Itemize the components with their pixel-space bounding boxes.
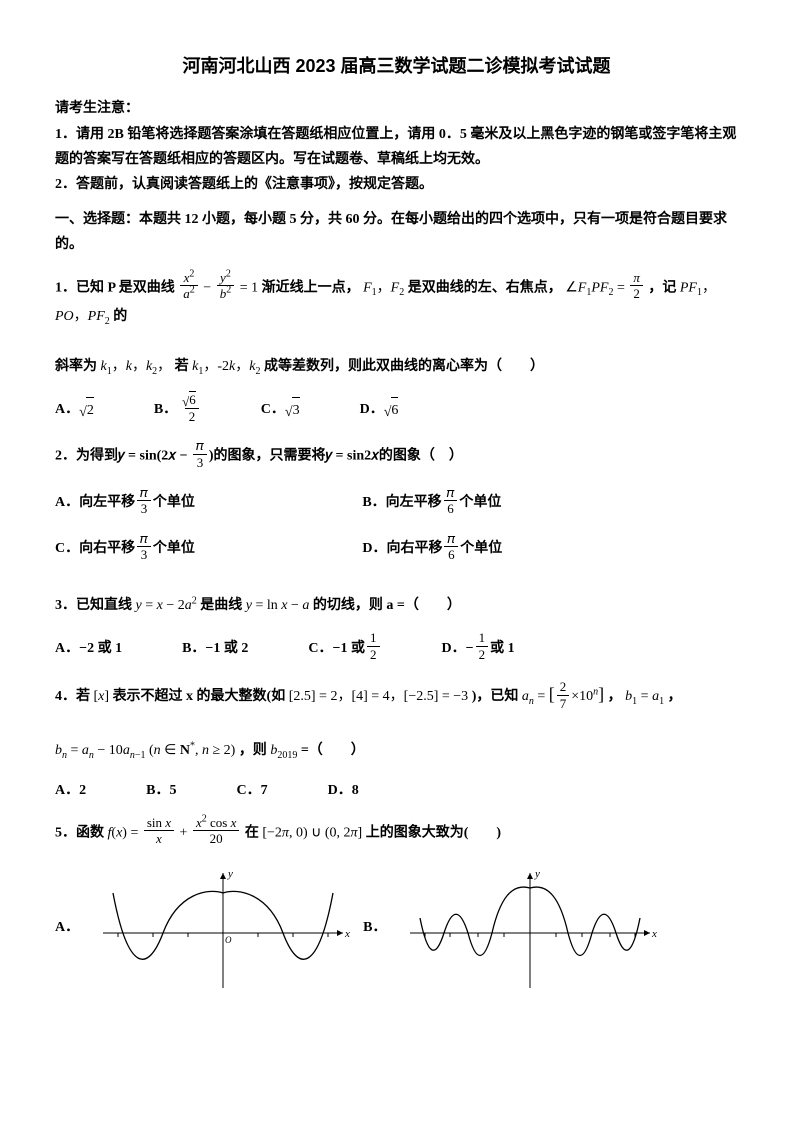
q2-text-a: 2．为得到𝑦 = sin(2𝑥 −	[55, 449, 191, 464]
q5-pre: 5．函数	[55, 825, 104, 840]
q1-angle-frac: π2	[630, 270, 643, 302]
q1-mid-d: 的	[113, 309, 127, 324]
q3-option-b: B．−1 或 2	[182, 632, 248, 664]
q5-option-b-label: B．	[363, 915, 386, 940]
q1-mid-a: 渐近线上一点，	[262, 280, 360, 295]
q4-option-b: B．5	[146, 778, 176, 803]
q1-hyperbola-frac2: y2b2	[217, 270, 235, 302]
q1-options: A．2 B． 62 C．3 D．6	[55, 393, 738, 426]
q3-options: A．−2 或 1 B．−1 或 2 C．−1 或 12 D．− 12 或 1	[55, 632, 738, 664]
svg-text:O: O	[225, 935, 232, 945]
question-5: 5．函数 f(x) = sin xx + x2 cos x20 在 [−2π, …	[55, 817, 738, 849]
section-1-header: 一、选择题：本题共 12 小题，每小题 5 分，共 60 分。在每小题给出的四个…	[55, 207, 738, 257]
q5-graphs-row: A． x y O B． x y	[55, 863, 738, 993]
q3-option-c: C．−1 或 12	[308, 632, 381, 664]
page-title: 河南河北山西 2023 届高三数学试题二诊模拟考试试题	[55, 50, 738, 82]
notice-header: 请考生注意：	[55, 96, 738, 121]
q4-b: 表示不超过 x 的最大整数(如	[113, 689, 286, 704]
notice-line-1: 1．请用 2B 铅笔将选择题答案涂填在答题纸相应位置上，请用 0．5 毫米及以上…	[55, 122, 738, 172]
q2-text-b: )的图象，只需要将𝑦 = sin2𝑥的图象（ ）	[209, 449, 463, 464]
q4-option-a: A．2	[55, 778, 86, 803]
q3-b: 是曲线	[200, 598, 242, 613]
svg-text:y: y	[227, 868, 233, 880]
q2-option-a: A．向左平移𝜋3个单位	[55, 487, 362, 519]
question-4: 4．若 [x] 表示不超过 x 的最大整数(如 [2.5] = 2，[4] = …	[55, 678, 738, 763]
q3-option-d: D．− 12 或 1	[442, 632, 515, 664]
q3-a: 3．已知直线	[55, 598, 132, 613]
q5-graph-b: x y	[400, 863, 660, 993]
q1-hyperbola-frac1: x2a2	[180, 270, 198, 302]
q3-option-a: A．−2 或 1	[55, 632, 122, 664]
q4-d: ，	[608, 689, 622, 704]
q3-c: 的切线，则 a =（ ）	[313, 598, 461, 613]
q1-option-c: C．3	[261, 393, 300, 426]
q1-line2a: 斜率为	[55, 359, 97, 374]
q1-mid-c: ，记	[648, 280, 676, 295]
q4-e: ，	[668, 689, 682, 704]
q4-line2a: ，则	[239, 743, 267, 758]
question-2: 2．为得到𝑦 = sin(2𝑥 − 𝜋3)的图象，只需要将𝑦 = sin2𝑥的图…	[55, 440, 738, 472]
q1-line2c: 成等差数列，则此双曲线的离心率为（ ）	[264, 359, 544, 374]
q1-line2b: 若	[175, 359, 189, 374]
q4-options: A．2 B．5 C．7 D．8	[55, 778, 738, 803]
svg-text:y: y	[534, 868, 540, 880]
question-1: 1．已知 P 是双曲线 x2a2 − y2b2 = 1 渐近线上一点， F1，F…	[55, 272, 738, 380]
q1-lead: 1．已知 P 是双曲线	[55, 280, 175, 295]
q2-options: A．向左平移𝜋3个单位 B．向左平移𝜋6个单位 C．向右平移𝜋3个单位 D．向右…	[55, 487, 738, 579]
q5-graph-a: x y O	[93, 863, 353, 993]
q4-c: )，已知	[472, 689, 519, 704]
q2-option-d: D．向右平移𝜋6个单位	[362, 533, 669, 565]
q1-mid-b: 是双曲线的左、右焦点，	[408, 280, 562, 295]
q4-a: 4．若	[55, 689, 90, 704]
q5-suf: 上的图象大致为( )	[366, 825, 501, 840]
q2-option-b: B．向左平移𝜋6个单位	[362, 487, 669, 519]
q5-mid: 在	[245, 825, 259, 840]
question-3: 3．已知直线 y = x − 2a2 是曲线 y = ln x − a 的切线，…	[55, 593, 738, 618]
q4-option-d: D．8	[328, 778, 359, 803]
notice-line-2: 2．答题前，认真阅读答题纸上的《注意事项》，按规定答题。	[55, 172, 738, 197]
q2-option-c: C．向右平移𝜋3个单位	[55, 533, 362, 565]
q5-option-a-label: A．	[55, 915, 79, 940]
svg-text:x: x	[344, 928, 350, 940]
q4-option-c: C．7	[236, 778, 267, 803]
q1-option-b: B． 62	[154, 393, 201, 426]
svg-text:x: x	[651, 928, 657, 940]
q1-option-a: A．2	[55, 393, 94, 426]
q1-option-d: D．6	[360, 393, 399, 426]
q4-line2b: =（ ）	[301, 743, 365, 758]
